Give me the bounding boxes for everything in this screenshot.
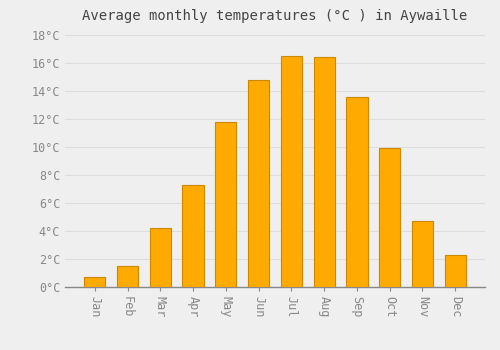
Bar xyxy=(215,122,236,287)
Bar xyxy=(117,266,138,287)
Bar xyxy=(248,80,270,287)
Bar xyxy=(346,97,368,287)
Bar xyxy=(314,57,335,287)
Bar xyxy=(84,277,106,287)
Bar xyxy=(444,255,466,287)
Bar xyxy=(379,148,400,287)
Bar xyxy=(412,221,433,287)
Title: Average monthly temperatures (°C ) in Aywaille: Average monthly temperatures (°C ) in Ay… xyxy=(82,9,468,23)
Bar xyxy=(280,56,302,287)
Bar xyxy=(182,185,204,287)
Bar xyxy=(150,228,171,287)
